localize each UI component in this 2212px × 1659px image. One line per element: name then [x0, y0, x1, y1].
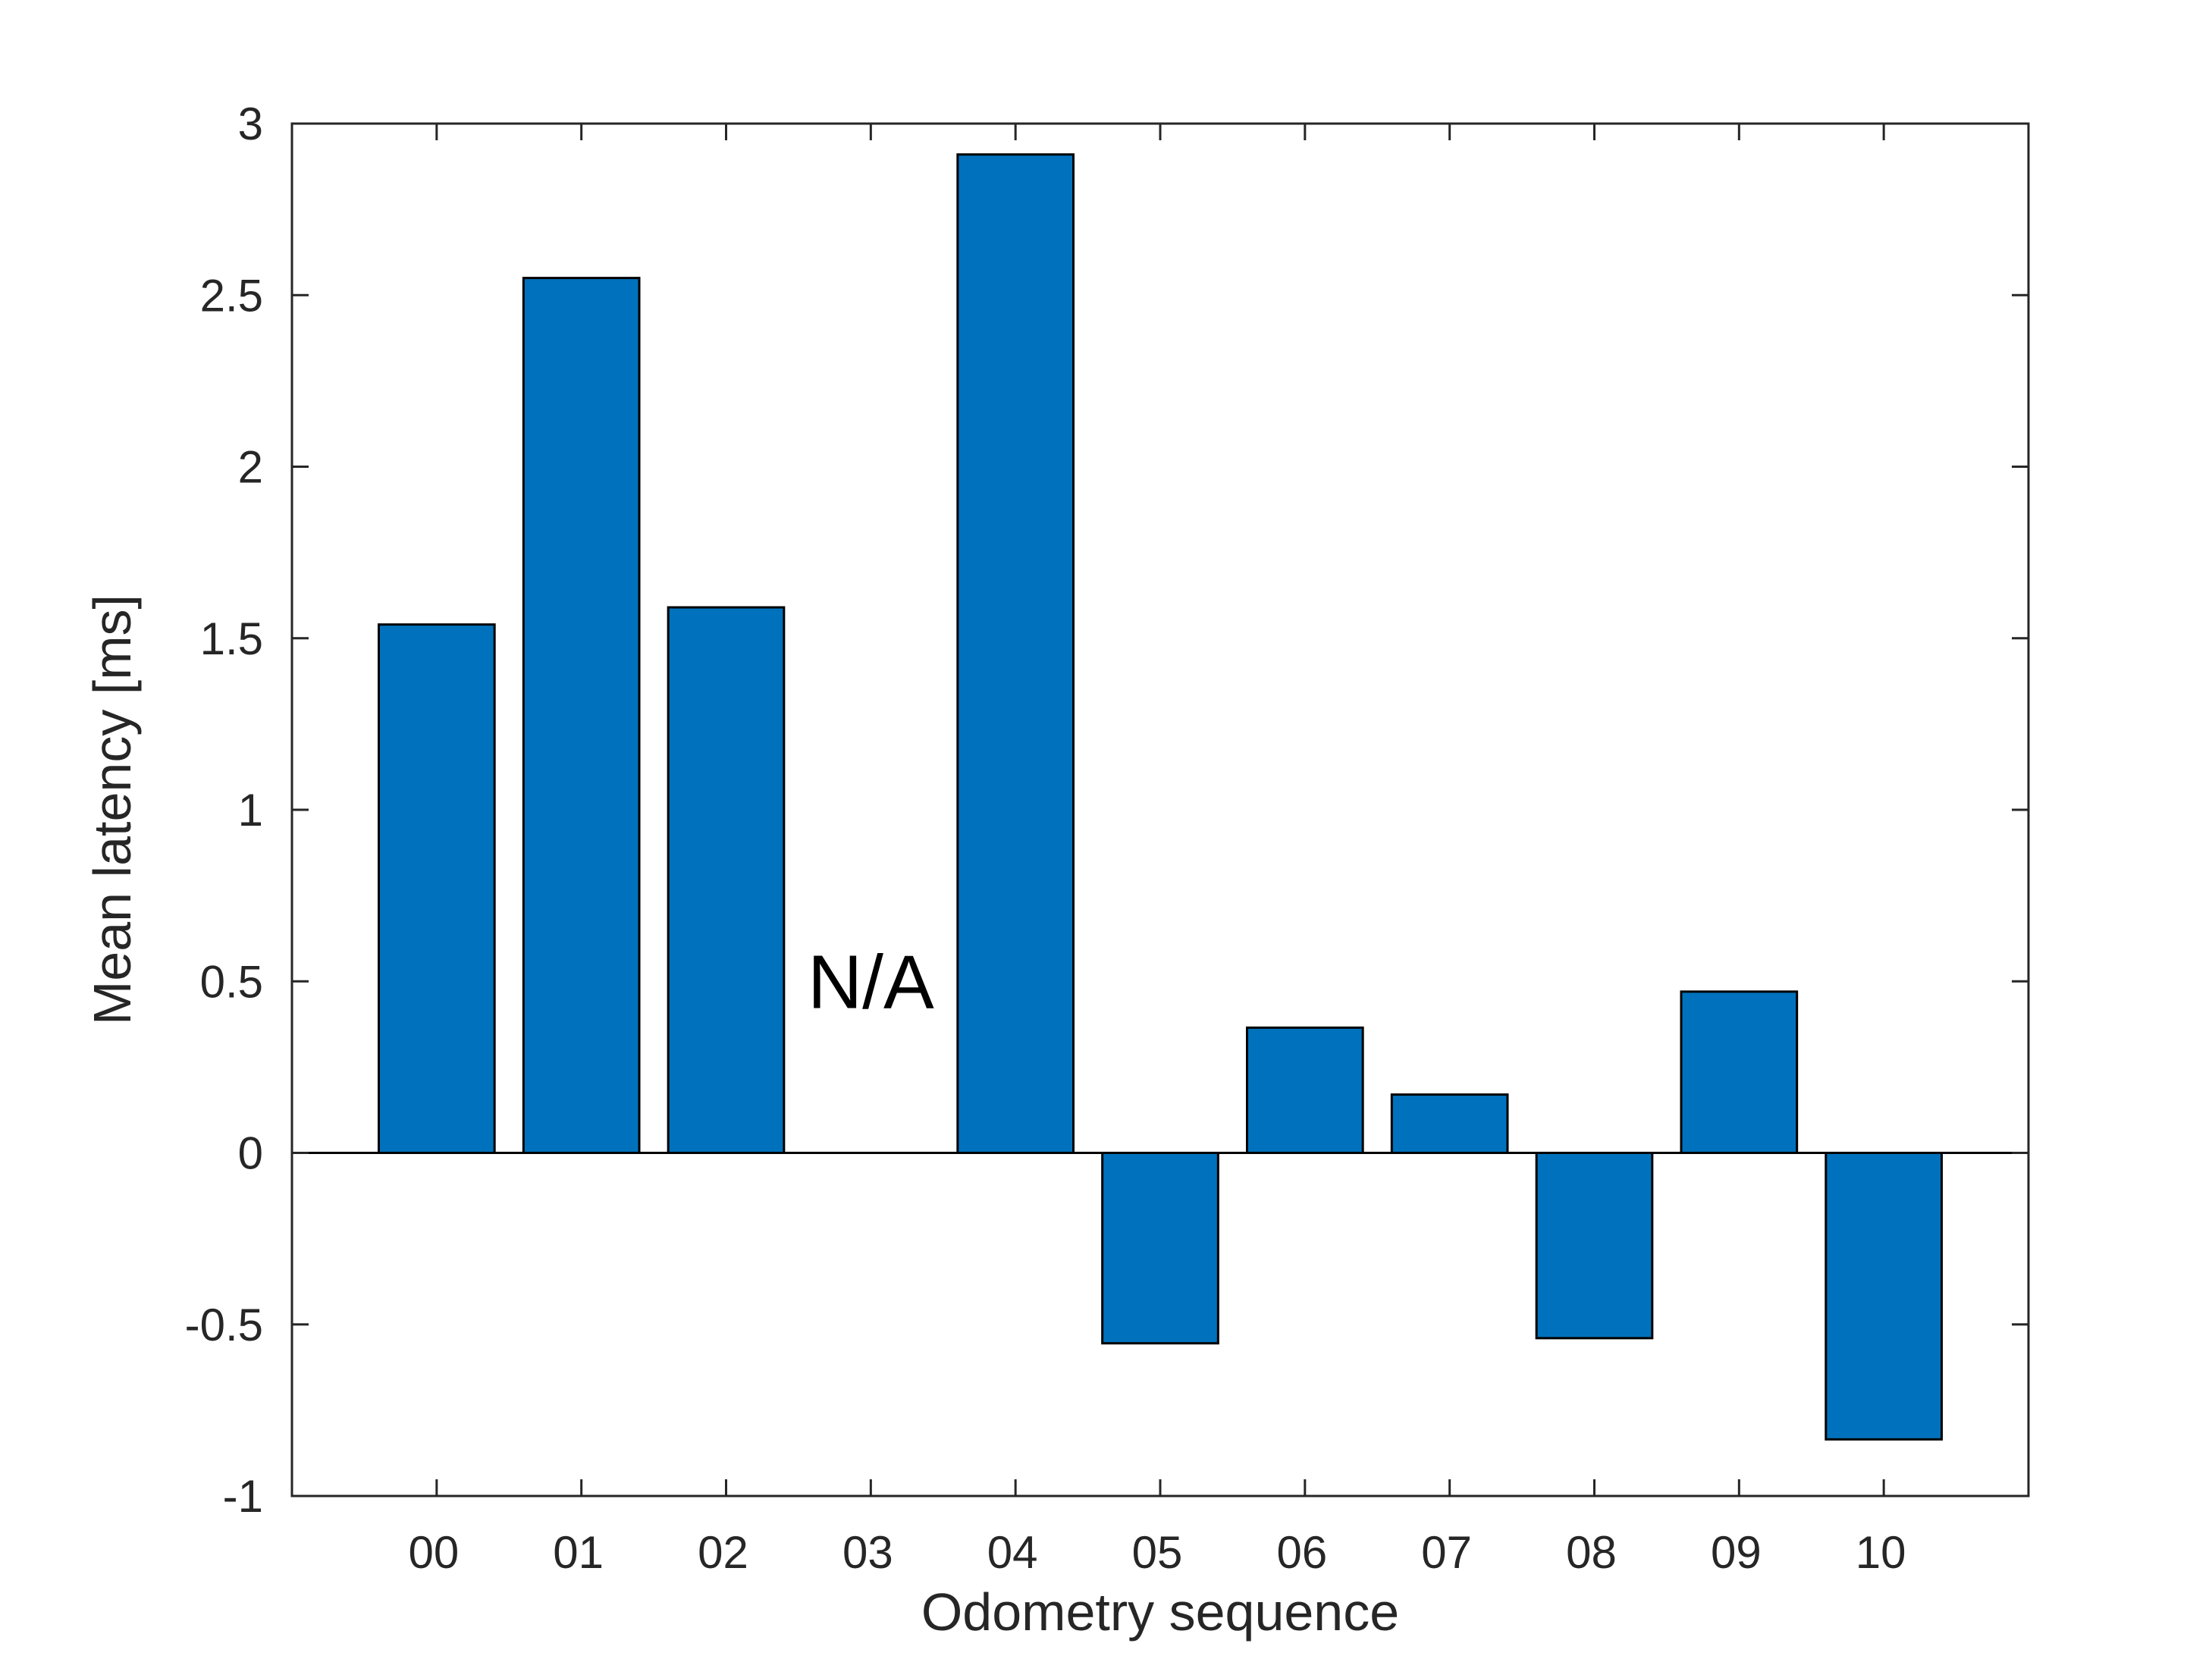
y-tick-label: 1.5	[200, 613, 263, 664]
y-tick-label: -0.5	[185, 1300, 263, 1350]
y-axis-title: Mean latency [ms]	[83, 594, 142, 1025]
x-tick-label-02: 02	[698, 1527, 748, 1578]
bar-00	[378, 623, 496, 1154]
x-tick-label-06: 06	[1276, 1527, 1327, 1578]
y-tick-label: 2.5	[200, 270, 263, 321]
y-tick-labels: -1 -0.5 0 0.5 1 1.5 2 2.5 3	[185, 99, 263, 1522]
bar-08	[1535, 1152, 1654, 1340]
x-tick-label-00: 00	[408, 1527, 459, 1578]
bar-04	[956, 153, 1075, 1155]
y-tick-label: 0	[238, 1128, 263, 1179]
y-tick-label: 3	[238, 99, 263, 149]
bar-10	[1825, 1152, 1943, 1441]
axes-box	[290, 122, 2030, 1497]
x-axis-title: Odometry sequence	[921, 1582, 1399, 1642]
x-tick-label-04: 04	[987, 1527, 1038, 1578]
bars-group	[378, 153, 1943, 1441]
x-tick-label-07: 07	[1421, 1527, 1472, 1578]
x-tick-label-09: 09	[1711, 1527, 1762, 1578]
x-tick-label-08: 08	[1566, 1527, 1617, 1578]
x-tick-label-10: 10	[1856, 1527, 1906, 1578]
y-tick-label: 0.5	[200, 956, 263, 1007]
x-tick-labels: 00 01 02 03 04 05 06 07 08 09 10	[408, 1527, 1906, 1578]
x-tick-label-03: 03	[842, 1527, 893, 1578]
bar-06	[1246, 1026, 1364, 1155]
y-tick-label: 1	[238, 785, 263, 836]
bar-07	[1390, 1093, 1509, 1154]
y-tick-label: 2	[238, 442, 263, 493]
x-tick-label-05: 05	[1132, 1527, 1183, 1578]
bar-09	[1680, 990, 1799, 1154]
bar-01	[522, 277, 641, 1154]
bar-05	[1101, 1152, 1219, 1345]
y-tick-label: -1	[223, 1471, 263, 1522]
x-tick-label-01: 01	[553, 1527, 604, 1578]
annotations-group: N/A	[808, 939, 934, 1024]
bar-02	[667, 606, 786, 1154]
annotation-na: N/A	[808, 939, 934, 1024]
